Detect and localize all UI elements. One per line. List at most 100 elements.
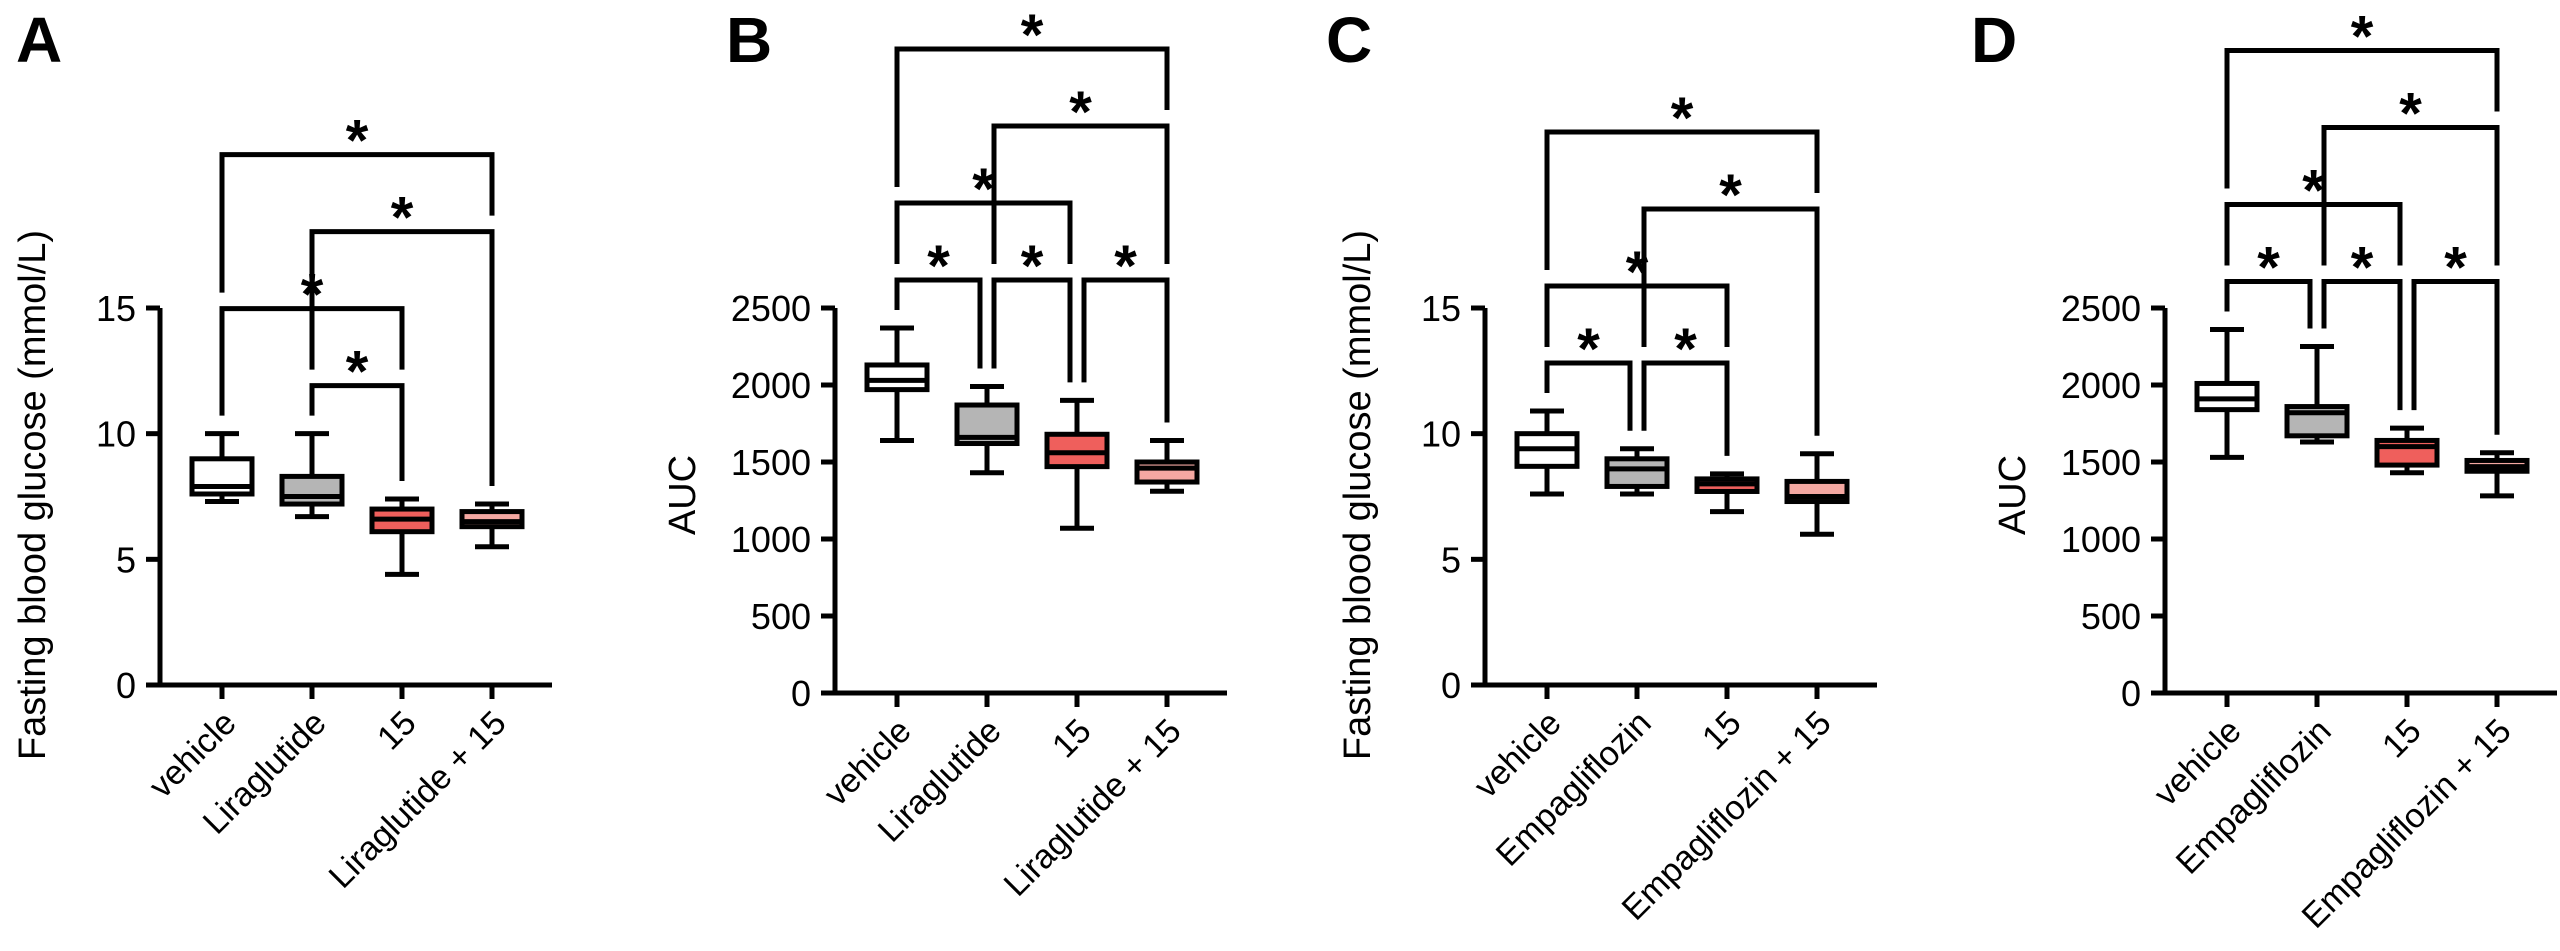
- y-axis-label: AUC: [662, 455, 704, 535]
- y-axis-label: AUC: [1992, 455, 2034, 535]
- y-tick-label: 500: [2081, 596, 2141, 637]
- significance-asterisk: *: [927, 234, 950, 299]
- significance-asterisk: *: [346, 340, 369, 405]
- significance-bracket: *: [1544, 240, 1730, 348]
- significance-bracket: *: [2321, 82, 2500, 266]
- bracket-line: [2411, 279, 2500, 435]
- box-plot-liraglutide-15: [1134, 437, 1200, 494]
- box-plot-empagliflozin-15: [2464, 450, 2530, 499]
- bracket-line: [2224, 279, 2313, 329]
- significance-bracket: *: [1641, 163, 1820, 436]
- significance-bracket: *: [2411, 236, 2500, 435]
- significance-bracket: *: [309, 340, 405, 482]
- box-plot-empagliflozin-15: [1784, 451, 1850, 537]
- panel-c: C 0 5 10 15 vehicle Empagliflozin 15 Empagliflo…: [1280, 0, 1920, 951]
- panel-b: B 0 500 1000 1500 2000 2500 vehicle Liraglutide…: [640, 0, 1280, 951]
- bracket-line: [894, 277, 983, 369]
- bracket-line: [1641, 206, 1820, 436]
- significance-asterisk: *: [1021, 3, 1044, 68]
- iqr-box: [864, 362, 930, 393]
- significance-bracket: *: [2224, 236, 2313, 329]
- significance-bracket: *: [1081, 234, 1170, 423]
- bracket-line: [2321, 125, 2500, 266]
- y-tick-label: 1000: [2061, 519, 2141, 560]
- significance-bracket: *: [991, 234, 1073, 383]
- box-plot-vehicle: [189, 431, 255, 505]
- bracket-line: [309, 229, 495, 487]
- box-plot-15: [2374, 425, 2440, 476]
- bracket-line: [1641, 360, 1730, 456]
- significance-asterisk: *: [1021, 234, 1044, 299]
- significance-asterisk: *: [1719, 163, 1742, 228]
- significance-bracket: *: [1544, 317, 1633, 431]
- panel-a: A 0 5 10 15 vehicle Liraglutide 15 Liraglutide …: [0, 0, 640, 951]
- box-plot-15: [1044, 397, 1110, 531]
- bracket-line: [991, 277, 1073, 383]
- significance-asterisk: *: [2302, 159, 2325, 224]
- iqr-box: [1134, 459, 1200, 485]
- bracket-line: [1544, 283, 1730, 348]
- iqr-box: [1604, 456, 1670, 489]
- y-tick-label: 1500: [2061, 442, 2141, 483]
- significance-bracket: *: [219, 109, 495, 293]
- y-axis-label: Fasting blood glucose (mmol/L): [12, 230, 54, 760]
- y-tick-label: 5: [116, 539, 136, 580]
- bracket-line: [219, 152, 495, 293]
- bracket-line: [2224, 202, 2403, 266]
- panel-d-chart: 05001000150020002500vehicleEmpagliflozin…: [1992, 5, 2557, 936]
- y-tick-label: 2500: [731, 288, 811, 329]
- significance-bracket: *: [1544, 86, 1820, 271]
- panel-d: D 0 500 1000 1500 2000 2500 vehicle Empaglifloz…: [1920, 0, 2560, 951]
- panel-letter-d: D: [1971, 4, 2018, 76]
- box-plot-15: [369, 496, 435, 577]
- x-category-label: 15: [370, 704, 424, 758]
- significance-bracket: *: [2224, 5, 2500, 189]
- y-tick-label: 2000: [731, 365, 811, 406]
- significance-asterisk: *: [1671, 86, 1694, 151]
- panel-letter-c: C: [1326, 4, 1373, 76]
- significance-bracket: *: [894, 157, 1073, 265]
- significance-asterisk: *: [2399, 82, 2422, 147]
- significance-asterisk: *: [2444, 236, 2467, 301]
- bracket-line: [2224, 48, 2500, 189]
- box-plot-liraglutide-15: [459, 501, 525, 550]
- y-tick-label: 15: [1421, 288, 1461, 329]
- box-plot-liraglutide: [954, 384, 1020, 476]
- significance-asterisk: *: [972, 157, 995, 222]
- significance-asterisk: *: [1577, 317, 1600, 382]
- y-tick-label: 10: [96, 414, 136, 455]
- y-tick-label: 15: [96, 288, 136, 329]
- significance-bracket: *: [309, 186, 495, 487]
- panel-letter-a: A: [16, 4, 63, 76]
- bracket-line: [1544, 360, 1633, 431]
- significance-asterisk: *: [2351, 5, 2374, 70]
- y-tick-label: 0: [791, 673, 811, 714]
- x-category-label: 15: [2375, 712, 2429, 766]
- y-tick-label: 2500: [2061, 288, 2141, 329]
- significance-asterisk: *: [346, 109, 369, 174]
- bracket-line: [991, 123, 1170, 265]
- bracket-line: [894, 200, 1073, 265]
- significance-bracket: *: [894, 3, 1170, 188]
- box-plot-empagliflozin: [1604, 446, 1670, 497]
- significance-asterisk: *: [1069, 80, 1092, 145]
- significance-asterisk: *: [2257, 236, 2280, 301]
- bracket-line: [894, 46, 1170, 188]
- y-tick-label: 1500: [731, 442, 811, 483]
- y-tick-label: 10: [1421, 414, 1461, 455]
- significance-bracket: *: [1641, 317, 1730, 456]
- bracket-line: [2321, 279, 2403, 411]
- significance-bracket: *: [2321, 236, 2403, 411]
- y-tick-label: 1000: [731, 519, 811, 560]
- box-plot-vehicle: [1514, 408, 1580, 497]
- y-tick-label: 2000: [2061, 365, 2141, 406]
- box-plot-empagliflozin: [2284, 344, 2350, 445]
- iqr-box: [279, 473, 345, 507]
- y-axis-label: Fasting blood glucose (mmol/L): [1337, 230, 1379, 760]
- box-plot-15: [1694, 471, 1760, 515]
- box-plot-vehicle: [2194, 327, 2260, 460]
- x-category-label: 15: [1045, 712, 1099, 766]
